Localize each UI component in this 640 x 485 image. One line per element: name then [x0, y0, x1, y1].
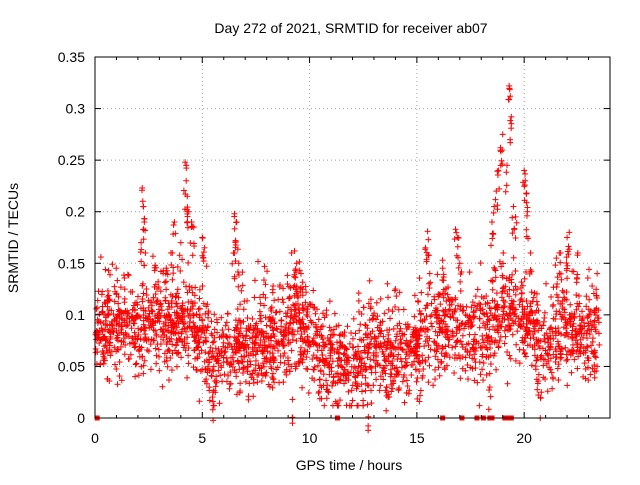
chart-background — [0, 0, 640, 480]
